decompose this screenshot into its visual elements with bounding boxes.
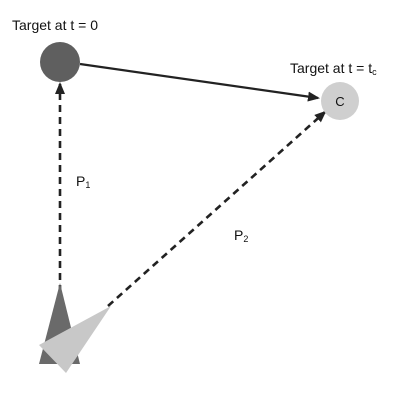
path-p2-line: [107, 110, 327, 307]
path-p2-label-base: P: [234, 227, 243, 243]
collision-marker-label: C: [335, 94, 344, 109]
target-end-circle: [321, 82, 359, 120]
path-p1-label-base: P: [76, 173, 85, 189]
path-p1-label-sub: 1: [85, 180, 90, 190]
path-p2-label-sub: 2: [243, 234, 248, 244]
target-end-label-main: Target at t = t: [290, 60, 372, 76]
path-p2-label: P2: [234, 227, 248, 244]
target-end-label-sub: c: [372, 67, 377, 77]
target-start-circle: [40, 42, 80, 82]
path-p1-label: P1: [76, 173, 90, 190]
pursuer-2-triangle: [39, 306, 111, 373]
target-end-label: Target at t = tc: [290, 60, 377, 77]
target-motion-line: [79, 62, 320, 102]
target-start-label: Target at t = 0: [12, 17, 98, 33]
